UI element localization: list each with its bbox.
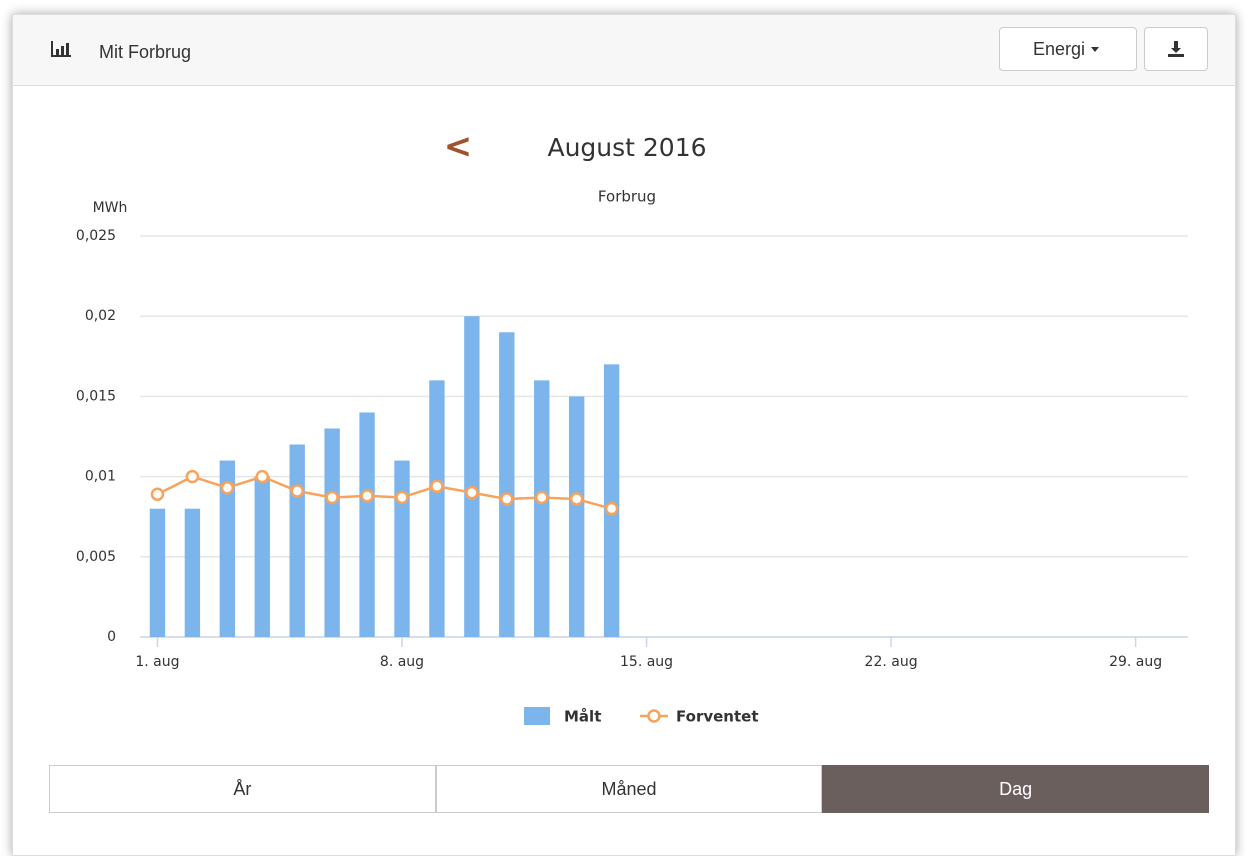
- chart-title: August 2016: [547, 133, 706, 162]
- line-point: [150, 487, 165, 501]
- bar: [464, 316, 480, 637]
- bar: [603, 364, 620, 637]
- x-tick-label: 1. aug: [135, 654, 179, 670]
- x-tick-label: 29. aug: [1109, 654, 1162, 670]
- dropdown-label: Energi: [1032, 38, 1086, 59]
- y-tick-label: 0: [107, 629, 116, 645]
- legend-marker: [647, 709, 661, 723]
- chart-icon: [51, 41, 71, 57]
- y-tick-label: 0,01: [85, 469, 116, 485]
- line-point: [569, 492, 584, 506]
- x-tick-label: 8. aug: [380, 654, 424, 670]
- y-tick-label: 0,02: [85, 308, 116, 324]
- line-point: [290, 484, 304, 498]
- bar: [394, 460, 410, 637]
- line-point: [325, 490, 339, 505]
- period-tabs: År Måned Dag: [49, 765, 1210, 813]
- download-button[interactable]: [1144, 27, 1208, 71]
- line-point: [255, 469, 270, 484]
- download-icon: [1168, 41, 1184, 57]
- tab[interactable]: År: [49, 765, 436, 813]
- caret: [1091, 47, 1100, 52]
- y-axis-label: MWh: [93, 200, 128, 216]
- bar: [289, 444, 305, 637]
- tab[interactable]: Måned: [435, 765, 823, 813]
- bar: [499, 332, 515, 637]
- chart: < August 2016 Forbrug MWh 0 0,005 0,01 0,01…: [76, 127, 1188, 726]
- prev-arrow[interactable]: <: [444, 127, 473, 167]
- y-tick-label: 0,015: [76, 388, 116, 404]
- y-tick-label: 0,005: [76, 549, 116, 565]
- card-header: Mit Forbrug Energi: [13, 15, 1235, 86]
- legend-label: Forventet: [676, 708, 759, 726]
- bar: [219, 460, 236, 637]
- bar: [568, 396, 585, 637]
- x-tick-label: 15. aug: [620, 654, 673, 670]
- line-point: [185, 469, 200, 484]
- line-point: [395, 490, 409, 505]
- line-point: [360, 489, 374, 503]
- bar: [149, 508, 166, 637]
- line-point: [430, 479, 444, 493]
- bar: [324, 428, 340, 637]
- bar: [534, 380, 550, 637]
- bar: [359, 412, 375, 637]
- line-point: [534, 490, 549, 505]
- legend-label: Målt: [564, 708, 601, 726]
- y-tick-label: 0,025: [76, 228, 116, 244]
- bar: [254, 476, 270, 637]
- card: Mit Forbrug Energi År Måned Dag: [12, 14, 1236, 856]
- tab[interactable]: Dag: [822, 765, 1210, 813]
- line-point: [500, 492, 514, 506]
- line-point: [604, 501, 619, 516]
- line-point: [220, 481, 235, 495]
- energy-dropdown[interactable]: Energi: [999, 27, 1137, 71]
- line-point: [465, 485, 479, 500]
- chart-subtitle: Forbrug: [598, 188, 656, 206]
- bar: [429, 380, 445, 637]
- header-title: Mit Forbrug: [99, 42, 192, 62]
- legend-swatch: [524, 707, 550, 725]
- x-tick-label: 22. aug: [865, 654, 918, 670]
- bar: [184, 508, 201, 637]
